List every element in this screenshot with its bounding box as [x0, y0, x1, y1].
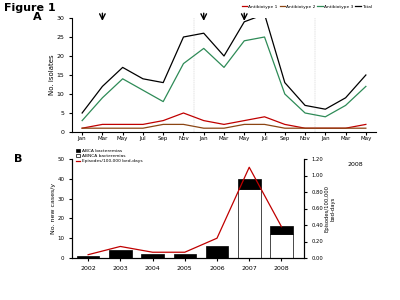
Text: B: B: [14, 154, 22, 164]
Legend: Antibiotype 1, Antibiotype 2, Antibiotype 3, Total: Antibiotype 1, Antibiotype 2, Antibiotyp…: [240, 3, 374, 11]
Bar: [174, 254, 196, 258]
Y-axis label: Episodes/100,000
bed-days: Episodes/100,000 bed-days: [325, 185, 336, 232]
Text: 2006: 2006: [125, 162, 141, 167]
Text: Figure 1: Figure 1: [4, 3, 56, 13]
Bar: [206, 246, 228, 258]
Y-axis label: No. new cases/y: No. new cases/y: [51, 183, 56, 234]
Bar: [270, 226, 293, 234]
Y-axis label: No. isolates: No. isolates: [49, 55, 55, 95]
Bar: [77, 256, 99, 258]
Bar: [141, 254, 164, 258]
Bar: [270, 234, 293, 258]
Bar: [109, 250, 132, 258]
Bar: [238, 179, 260, 189]
Legend: ABCA bacteremias, ABNCA bacteremias, Episodes/100,000 bed-days: ABCA bacteremias, ABNCA bacteremias, Epi…: [74, 147, 144, 165]
Text: 2008: 2008: [348, 162, 364, 167]
Text: A: A: [32, 12, 41, 22]
Text: 2007: 2007: [246, 162, 262, 167]
Bar: [238, 189, 260, 258]
